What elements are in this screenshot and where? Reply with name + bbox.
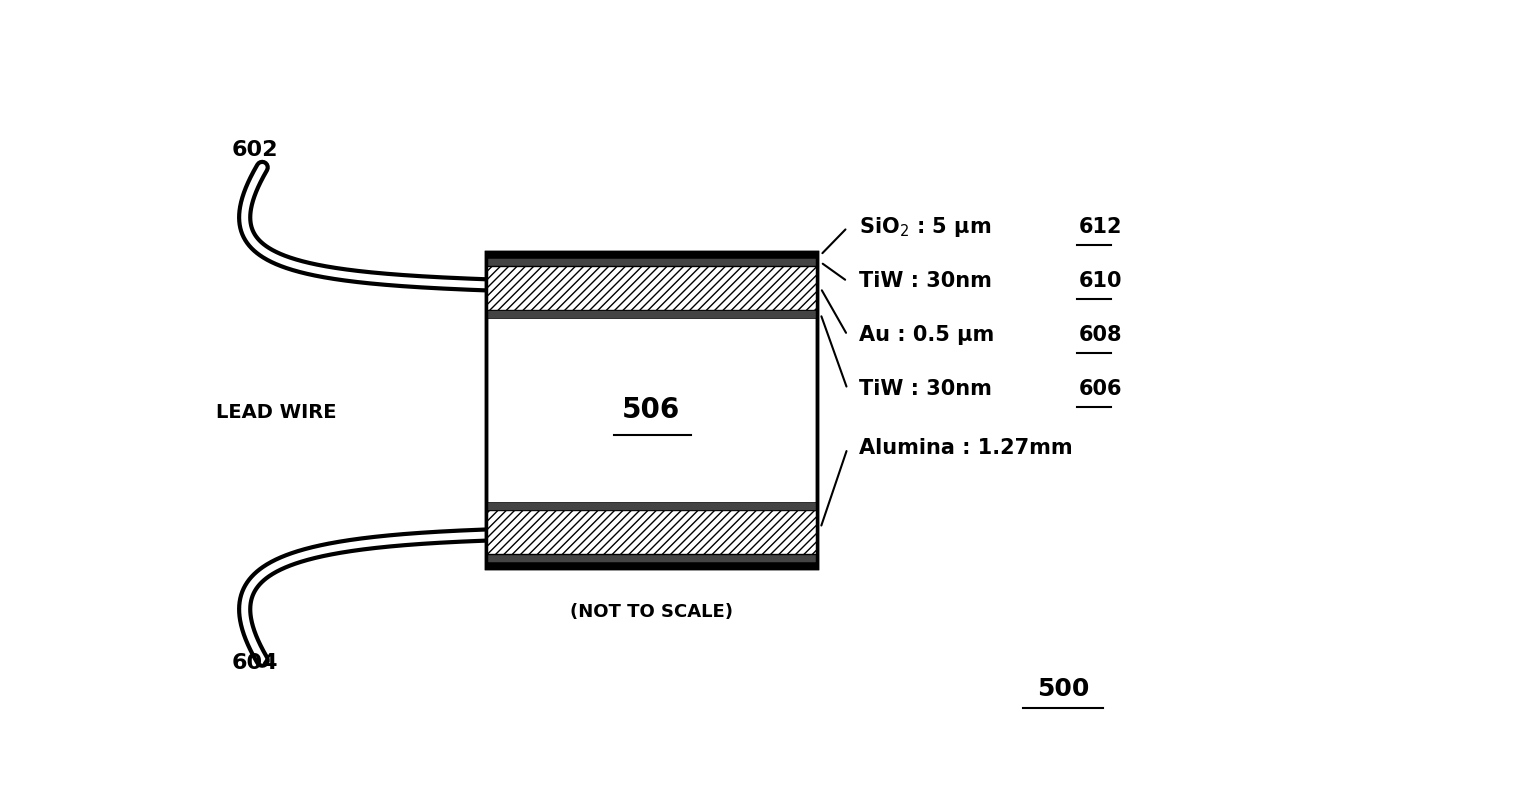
- Text: Alumina : 1.27mm: Alumina : 1.27mm: [859, 439, 1073, 458]
- Bar: [486, 252, 817, 258]
- Bar: [486, 554, 817, 562]
- Bar: [486, 502, 817, 510]
- Bar: [486, 266, 817, 310]
- Text: 608: 608: [1079, 325, 1123, 345]
- Bar: [486, 252, 817, 568]
- Text: LEAD WIRE: LEAD WIRE: [216, 402, 336, 422]
- Bar: [486, 258, 817, 266]
- Text: 612: 612: [1079, 217, 1123, 238]
- Text: Au : 0.5 μm: Au : 0.5 μm: [859, 325, 994, 345]
- Text: 604: 604: [231, 654, 278, 673]
- Text: 610: 610: [1079, 272, 1123, 291]
- Text: TiW : 30nm: TiW : 30nm: [859, 272, 993, 291]
- Text: 602: 602: [231, 139, 278, 160]
- Bar: [486, 510, 817, 554]
- Text: SiO$_2$ : 5 μm: SiO$_2$ : 5 μm: [859, 216, 991, 239]
- Bar: [486, 310, 817, 318]
- Bar: [486, 252, 817, 568]
- Text: 506: 506: [622, 396, 681, 424]
- Text: (NOT TO SCALE): (NOT TO SCALE): [569, 603, 732, 621]
- Text: 500: 500: [1036, 677, 1089, 702]
- Text: 606: 606: [1079, 380, 1123, 399]
- Text: TiW : 30nm: TiW : 30nm: [859, 380, 993, 399]
- Bar: [486, 562, 817, 568]
